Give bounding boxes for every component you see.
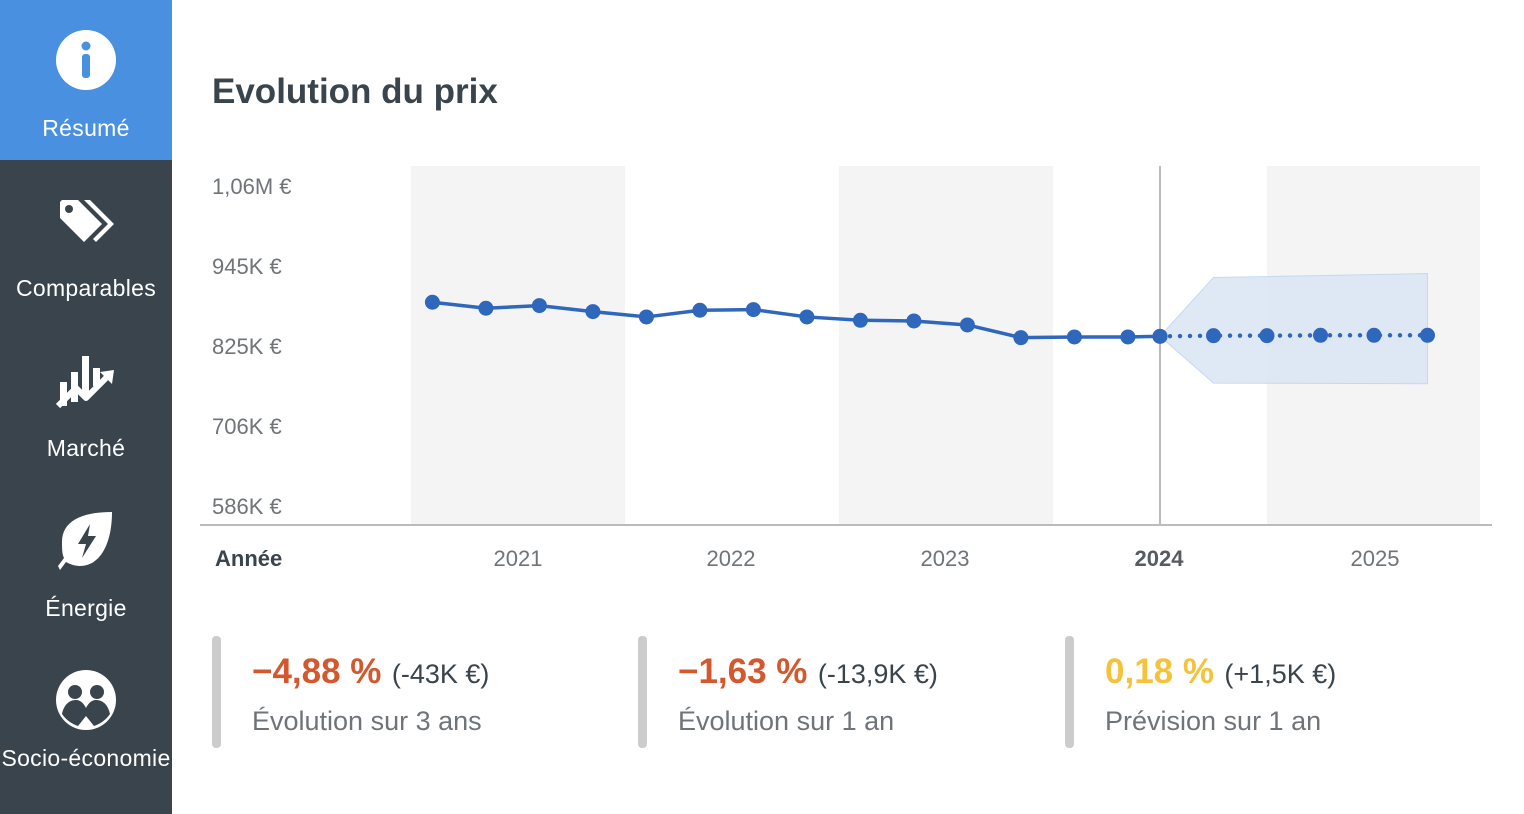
price-point [531, 298, 547, 314]
price-point [852, 312, 868, 328]
stat-percent: 0,18 % [1105, 652, 1214, 691]
sidebar-item-label: Énergie [45, 595, 127, 621]
sidebar-item-label: Socio-économie [1, 745, 171, 771]
x-tick-label-current: 2024 [1134, 546, 1184, 571]
price-point [745, 302, 761, 318]
stat-3-year-evolution: −4,88 % (-43K €) Évolution sur 3 ans [212, 636, 612, 748]
price-point [906, 313, 922, 329]
year-shade-band [839, 166, 1053, 525]
forecast-point [1366, 327, 1382, 343]
x-axis-label: Année [215, 546, 283, 571]
people-icon [56, 670, 116, 730]
forecast-point [1420, 327, 1435, 343]
stat-1-year-forecast: 0,18 % (+1,5K €) Prévision sur 1 an [1065, 636, 1465, 748]
price-point [799, 309, 815, 325]
x-tick-label: 2022 [706, 546, 756, 571]
price-point [1013, 330, 1029, 346]
y-tick-label: 586K € [212, 494, 282, 519]
tags-icon [60, 200, 114, 242]
price-point [478, 300, 494, 316]
forecast-point [1206, 328, 1221, 344]
sidebar-item-label: Comparables [15, 275, 157, 301]
sidebar-item-comparables[interactable]: Comparables [0, 160, 172, 320]
info-icon [56, 30, 116, 90]
x-tick-label: 2025 [1350, 546, 1400, 571]
x-tick-label: 2023 [920, 546, 970, 571]
sidebar-item-resume[interactable]: Résumé [0, 0, 172, 160]
forecast-point [1152, 328, 1168, 344]
forecast-confidence-band [1159, 273, 1428, 385]
forecast-point [1313, 327, 1328, 343]
sidebar-item-energie[interactable]: Énergie [0, 480, 172, 640]
sidebar: Résumé Comparables Marché Énergie [0, 0, 172, 814]
y-tick-label: 1,06M € [212, 174, 292, 199]
price-point [638, 309, 654, 325]
sidebar-item-marche[interactable]: Marché [0, 320, 172, 480]
stat-description: Prévision sur 1 an [1105, 706, 1322, 736]
y-tick-label: 945K € [212, 254, 282, 279]
stat-amount: (-43K €) [391, 659, 490, 689]
stat-divider [638, 636, 647, 748]
stat-amount: (-13,9K €) [817, 659, 938, 689]
stat-percent: −1,63 % [678, 652, 808, 691]
price-point [424, 294, 440, 310]
price-point [585, 304, 601, 320]
stat-description: Évolution sur 1 an [678, 706, 895, 736]
year-shade-band [411, 166, 625, 525]
energy-leaf-icon [58, 512, 112, 570]
stat-amount: (+1,5K €) [1224, 659, 1337, 689]
forecast-point [1259, 328, 1275, 344]
stat-1-year-evolution: −1,63 % (-13,9K €) Évolution sur 1 an [638, 636, 1038, 748]
chart-title: Evolution du prix [212, 72, 498, 111]
y-tick-label: 706K € [212, 414, 282, 439]
price-point [959, 317, 975, 333]
y-tick-label: 825K € [212, 334, 282, 359]
stat-percent: −4,88 % [252, 652, 382, 691]
stat-description: Évolution sur 3 ans [252, 706, 482, 736]
sidebar-item-socio-economie[interactable]: Socio-économie [0, 640, 172, 814]
price-point [1066, 329, 1082, 345]
stat-divider [212, 636, 221, 748]
market-chart-icon [55, 356, 114, 409]
sidebar-item-label: Marché [46, 435, 126, 461]
sidebar-item-label: Résumé [42, 115, 130, 141]
price-point [692, 302, 708, 318]
stat-divider [1065, 636, 1074, 748]
price-point [1120, 329, 1136, 345]
x-tick-label: 2021 [493, 546, 543, 571]
